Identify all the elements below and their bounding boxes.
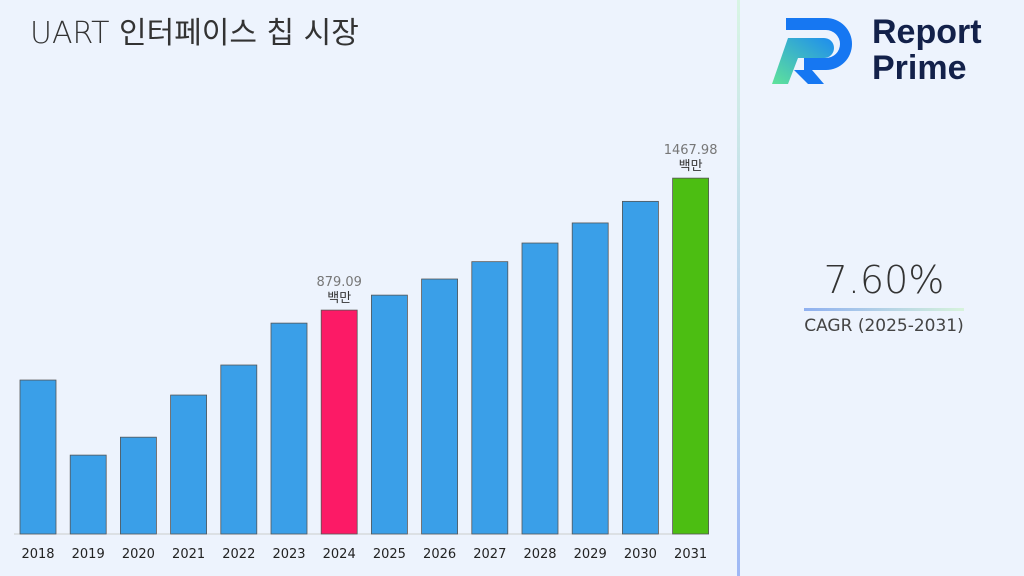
x-tick-label: 2028	[523, 547, 556, 562]
bar-2027	[471, 261, 509, 535]
x-tick-label: 2026	[423, 547, 456, 562]
x-tick-label: 2029	[574, 547, 607, 562]
bar-2020	[120, 436, 157, 535]
data-label-value: 879.09	[316, 275, 362, 290]
x-tick-label: 2027	[473, 547, 506, 562]
logo-icon	[772, 18, 852, 84]
bar-2029	[571, 222, 609, 535]
bar-2019	[69, 454, 107, 535]
logo-text-report: Report	[872, 13, 982, 51]
bar-2022	[220, 364, 258, 535]
x-tick-label: 2031	[674, 547, 707, 562]
x-tick-label: 2024	[323, 547, 356, 562]
bar-2028	[521, 242, 559, 535]
divider	[737, 0, 740, 576]
bar-2025	[370, 294, 408, 535]
chart-title: UART 인터페이스 칩 시장	[30, 16, 359, 51]
cagr-underline	[804, 308, 964, 311]
bar-2030	[622, 200, 659, 535]
bar-2023	[270, 322, 308, 535]
bar-chart: 2018 2019 2020 2021 2022 2023 2024879.09백만2025…	[14, 143, 718, 562]
x-tick-label: 2019	[72, 547, 105, 562]
bar-2018	[19, 379, 57, 535]
x-tick-label: 2022	[222, 547, 255, 562]
bar-2026	[421, 278, 459, 535]
report-prime-logo: Report Prime	[768, 14, 1008, 90]
bar-2031	[672, 177, 709, 535]
data-label-value: 1467.98	[664, 143, 718, 158]
logo-text-prime: Prime	[872, 49, 967, 87]
x-tick-label: 2018	[21, 547, 54, 562]
bar-2021	[170, 394, 208, 535]
data-label-unit: 백만	[327, 291, 351, 306]
x-tick-label: 2030	[624, 547, 657, 562]
x-tick-label: 2020	[122, 547, 155, 562]
x-tick-label: 2025	[373, 547, 406, 562]
cagr-value: 7.60%	[823, 258, 945, 302]
data-label-unit: 백만	[679, 159, 703, 174]
x-tick-label: 2023	[272, 547, 305, 562]
x-tick-label: 2021	[172, 547, 205, 562]
bar-2024	[320, 309, 358, 535]
cagr-label: CAGR (2025-2031)	[804, 316, 964, 336]
